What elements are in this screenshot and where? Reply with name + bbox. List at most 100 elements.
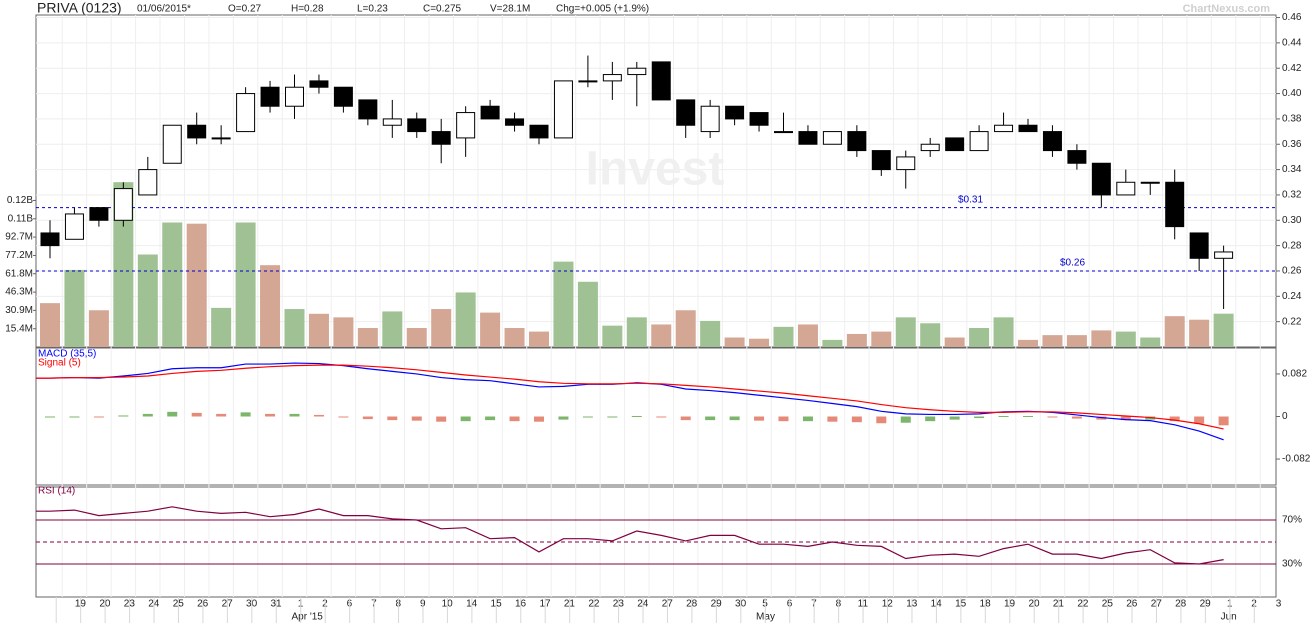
- y-tick-label: 0.24: [1282, 291, 1302, 302]
- candle-body: [505, 118, 525, 126]
- histogram-bar: [778, 416, 789, 422]
- histogram-bar: [1023, 415, 1033, 417]
- volume-bar: [211, 307, 232, 347]
- candle-body: [871, 150, 891, 171]
- candle-body: [1067, 150, 1087, 164]
- reference-label: $0.26: [1060, 258, 1085, 269]
- volume-bar: [993, 317, 1014, 347]
- x-month-label: Apr '15: [292, 612, 324, 623]
- histogram-bar: [362, 416, 373, 420]
- volume-bar: [577, 281, 598, 347]
- volume-bar: [113, 182, 134, 347]
- x-month-label: Jun: [1221, 612, 1237, 623]
- volume-tick-label: 0.11B: [8, 213, 34, 224]
- y-tick-label: 0.082: [1282, 369, 1307, 380]
- candle-body: [774, 131, 793, 134]
- volume-bar: [1164, 316, 1185, 347]
- volume-bar: [431, 309, 452, 347]
- histogram-bar: [460, 416, 471, 422]
- volume-tick-label: 61.8M: [5, 268, 33, 279]
- macd-line: [36, 364, 1224, 430]
- candle-body: [89, 207, 109, 221]
- candle-body: [627, 67, 647, 76]
- volume-bar: [846, 333, 867, 347]
- volume-bar: [333, 317, 354, 347]
- histogram-bar: [313, 414, 324, 417]
- candle-body: [553, 80, 573, 139]
- volume-bar: [504, 328, 525, 347]
- volume-bar: [895, 317, 916, 347]
- candle-body: [725, 105, 745, 120]
- candle-body: [798, 131, 818, 145]
- candle-body: [162, 124, 182, 164]
- y-tick-label: 0.34: [1282, 164, 1302, 175]
- watermark: Invest: [586, 143, 725, 196]
- volume-bar: [284, 309, 305, 347]
- header-field: L=0.23: [357, 4, 388, 15]
- reference-label: $0.31: [958, 194, 983, 205]
- volume-bar: [382, 311, 403, 347]
- y-tick-label: 0.26: [1282, 266, 1302, 277]
- candle-body: [994, 124, 1014, 133]
- histogram-bar: [265, 413, 276, 417]
- histogram-bar: [949, 416, 960, 420]
- candle-body: [529, 124, 549, 139]
- header-field: V=28.1M: [490, 4, 530, 15]
- volume-bar: [1213, 313, 1234, 347]
- candle-body: [236, 93, 256, 133]
- histogram-bar: [411, 416, 422, 421]
- candle-body: [896, 156, 916, 171]
- volume-bar: [749, 338, 770, 347]
- volume-bar: [822, 339, 843, 347]
- volume-bar: [88, 310, 109, 347]
- watermark: ChartNexus.com: [1183, 3, 1271, 15]
- y-tick-label: 0: [1282, 411, 1288, 422]
- candle-body: [309, 80, 329, 88]
- candle-body: [138, 169, 158, 196]
- histogram-bar: [118, 415, 129, 417]
- candle-body: [187, 124, 207, 139]
- candle-body: [602, 74, 622, 82]
- histogram-bar: [974, 416, 985, 419]
- volume-bar: [773, 326, 794, 347]
- histogram-bar: [582, 416, 593, 418]
- histogram-bar: [45, 416, 55, 418]
- histogram-bar: [558, 416, 569, 420]
- volume-bar: [651, 324, 672, 347]
- candle-body: [969, 131, 989, 152]
- candle-body: [285, 86, 304, 107]
- candle-body: [700, 105, 720, 133]
- volume-tick-label: 77.2M: [5, 250, 33, 261]
- histogram-bar: [387, 416, 398, 421]
- candle-body: [1189, 232, 1209, 259]
- rsi-line: [36, 506, 1224, 565]
- histogram-bar: [216, 413, 227, 417]
- volume-bar: [1140, 337, 1161, 347]
- volume-tick-label: 92.7M: [5, 232, 33, 243]
- histogram-bar: [338, 416, 349, 418]
- header-field: O=0.27: [228, 4, 262, 15]
- volume-tick-label: 0.12B: [7, 195, 33, 206]
- histogram-bar: [534, 416, 544, 422]
- candle-body: [358, 99, 378, 120]
- volume-bar: [308, 313, 329, 347]
- histogram-bar: [1194, 416, 1205, 424]
- y-tick-label: -0.082: [1282, 454, 1311, 465]
- y-tick-label: 0.22: [1282, 316, 1302, 327]
- chart-title: PRIVA (0123): [37, 0, 122, 16]
- volume-bar: [1018, 339, 1038, 347]
- candle-body: [1214, 251, 1234, 259]
- panel-title: RSI (14): [38, 486, 75, 497]
- histogram-bar: [1169, 416, 1180, 422]
- histogram-bar: [240, 412, 251, 417]
- volume-tick-label: 46.3M: [5, 287, 33, 298]
- y-tick-label: 0.28: [1282, 240, 1302, 251]
- histogram-bar: [509, 416, 520, 422]
- volume-bar: [480, 312, 501, 347]
- volume-bar: [1115, 331, 1136, 347]
- volume-tick-label: 30.9M: [5, 305, 33, 316]
- histogram-bar: [754, 416, 765, 421]
- histogram-bar: [142, 413, 153, 417]
- candle-body: [480, 105, 500, 120]
- candle-body: [333, 86, 353, 107]
